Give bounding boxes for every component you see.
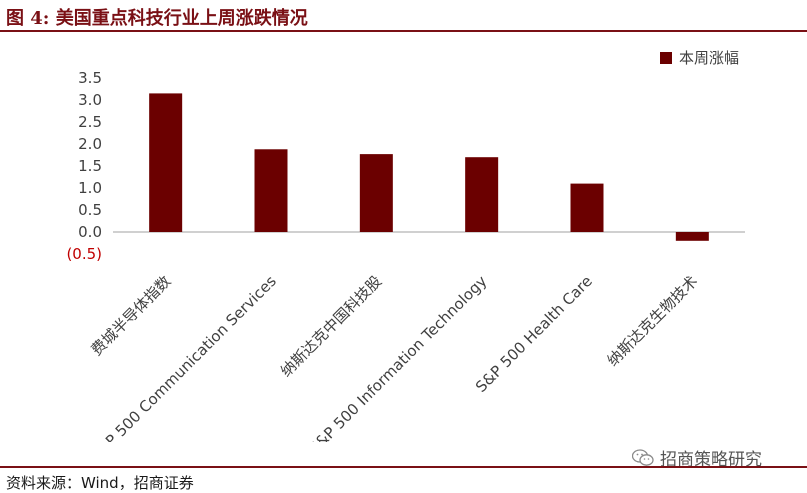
y-tick-label: 3.5 xyxy=(78,69,102,87)
x-tick-label: 费城半导体指数 xyxy=(88,272,175,359)
footer-rule xyxy=(0,466,807,468)
bar xyxy=(254,149,288,232)
x-tick-label: 纳斯达克生物技术 xyxy=(604,272,702,370)
wechat-icon xyxy=(632,448,654,466)
x-tick-label: S&P 500 Health Care xyxy=(472,272,596,396)
y-tick-label: (0.5) xyxy=(66,245,102,263)
chart-legend: 本周涨幅 xyxy=(660,47,739,68)
bar-chart: 3.53.02.52.01.51.00.50.0(0.5)费城半导体指数S&P … xyxy=(66,69,745,442)
watermark-text: 招商策略研究 xyxy=(660,450,762,470)
bar xyxy=(359,154,393,232)
x-tick-label: S&P 500 Communication Services xyxy=(87,272,280,442)
bar xyxy=(675,232,709,241)
y-tick-label: 3.0 xyxy=(78,91,102,109)
source-note: 资料来源：Wind，招商证券 xyxy=(6,474,194,492)
legend-swatch xyxy=(660,51,672,64)
x-tick-label: 纳斯达克中国科技股 xyxy=(277,272,385,380)
y-tick-label: 2.0 xyxy=(78,135,102,153)
y-tick-label: 1.5 xyxy=(78,157,102,175)
watermark: 招商策略研究 xyxy=(632,445,762,470)
figure-footer: 资料来源：Wind，招商证券 xyxy=(0,466,807,492)
chart-area: 3.5 3.0 2.5 2.0 1.5 1.0 0.5 0.0 (0.5) 费城半导体指数 S&P … xyxy=(0,32,807,442)
legend-label: 本周涨幅 xyxy=(679,49,740,67)
x-tick-label: S&P 500 Information Technology xyxy=(305,272,490,442)
y-tick-label: 0.0 xyxy=(78,223,102,241)
bar xyxy=(465,157,499,232)
figure-title: 图 4: 美国重点科技行业上周涨跌情况 xyxy=(6,8,308,29)
y-tick-label: 0.5 xyxy=(78,201,102,219)
bar xyxy=(570,183,604,232)
figure-header: 图 4: 美国重点科技行业上周涨跌情况 xyxy=(0,0,807,32)
y-tick-label: 1.0 xyxy=(78,179,102,197)
bar xyxy=(149,93,183,233)
header-rule xyxy=(0,30,807,32)
y-tick-label: 2.5 xyxy=(78,113,102,131)
